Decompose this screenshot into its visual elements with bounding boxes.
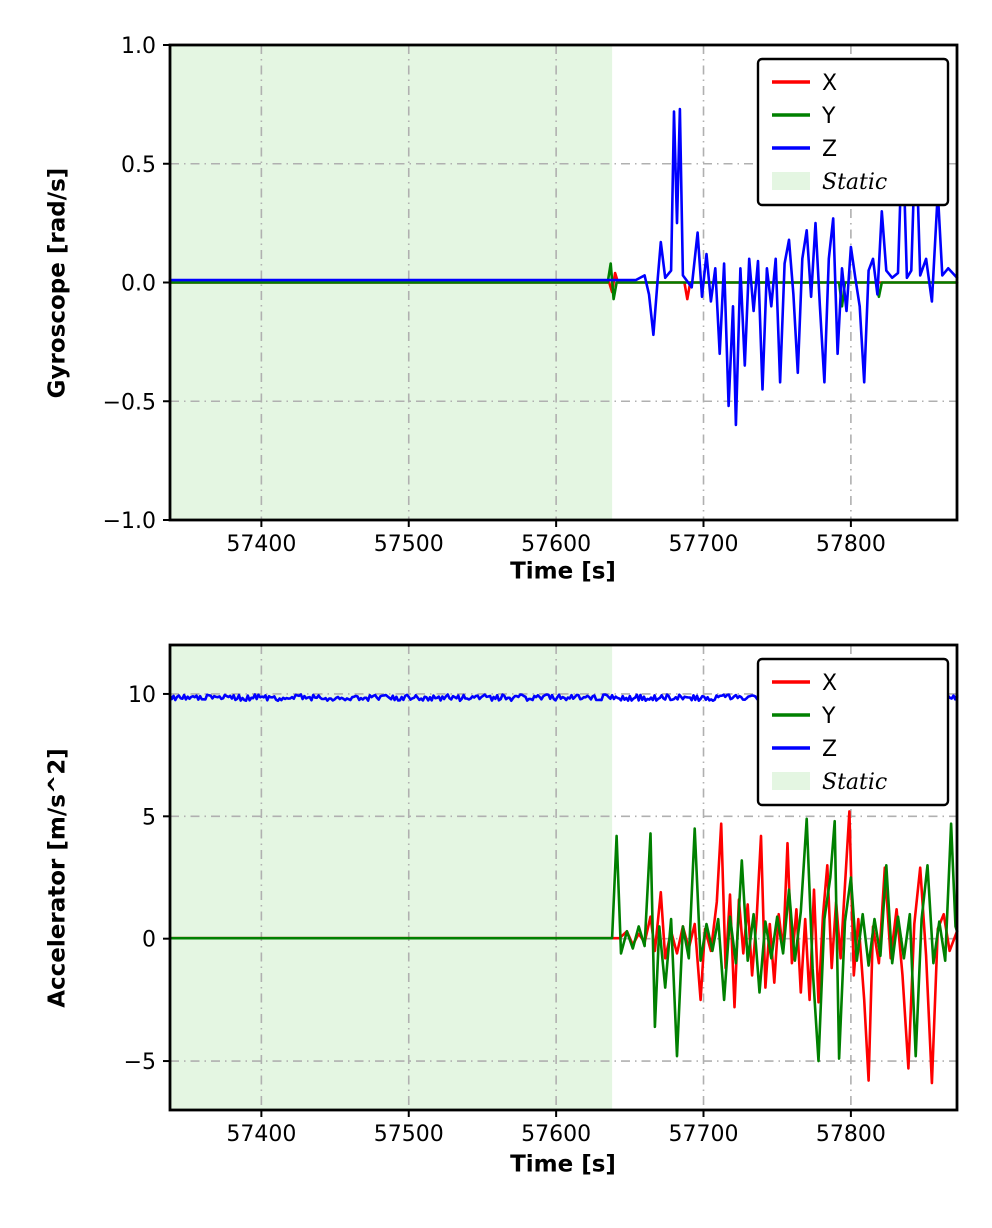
plot-frame [168,643,959,1112]
gyroscope-y-axis-label: Gyroscope [rad/s] [44,167,71,399]
x-tick-label: 57700 [669,1122,739,1147]
static-region [170,645,613,1110]
gyroscope-x-axis-label: Time [s] [510,558,616,585]
y-tick-label: 5 [142,805,156,830]
legend-label-static: Static [822,170,887,195]
x-tick-label: 57500 [374,532,444,557]
legend-swatch-static [772,772,810,790]
x-tick-label: 57400 [226,532,296,557]
series-y [168,817,959,1063]
legend-label-y: Y [821,104,836,129]
y-tick-label: −0.5 [103,390,156,415]
legend-swatch-static [772,172,810,190]
axis-ticks: 57400 57500 57600 57700 57800 −1.0 −0.5 0.0 0.5 1… [103,34,886,557]
accelerometer-y-axis-label: Accelerator [m/s^2] [44,748,71,1008]
x-tick-label: 57600 [521,532,591,557]
x-tick-label: 57500 [374,1122,444,1147]
axis-ticks: 57400 57500 57600 57700 57800 −5 0 5 10 [124,683,886,1147]
x-tick-label: 57800 [816,532,886,557]
legend-label-static: Static [822,770,887,795]
series-z [168,107,959,427]
y-tick-label: 1.0 [121,34,156,59]
legend-label-x: X [822,71,837,96]
x-tick-label: 57700 [669,532,739,557]
y-tick-label: 0 [142,928,156,953]
y-tick-label: −1.0 [103,509,156,534]
y-tick-label: 0.0 [121,272,156,297]
accelerometer-plot: 57400 57500 57600 57700 57800 −5 0 5 10 XYZ Static [124,643,959,1147]
accelerometer-chart: 57400 57500 57600 57700 57800 −5 0 5 10 X Y Z Static… [0,600,992,1228]
x-tick-label: 57800 [816,1122,886,1147]
legend-label-x: X [822,671,837,696]
legend-label-z: Z [822,737,837,762]
gyroscope-chart: 57400 57500 57600 57700 57800 −1.0 −0.5 0.0 0.5 1… [0,0,992,600]
legend: XYZ Static [756,57,950,207]
accelerometer-x-axis-label: Time [s] [510,1151,616,1178]
legend: XYZ Static [756,657,950,807]
gyroscope-plot: 57400 57500 57600 57700 57800 −1.0 −0.5 0.0 0.5 1… [103,34,959,557]
x-tick-label: 57600 [521,1122,591,1147]
y-tick-label: 10 [128,683,156,708]
legend-label-z: Z [822,137,837,162]
x-tick-label: 57400 [226,1122,296,1147]
y-tick-label: 0.5 [121,153,156,178]
y-tick-label: −5 [124,1050,156,1075]
legend-label-y: Y [821,704,836,729]
